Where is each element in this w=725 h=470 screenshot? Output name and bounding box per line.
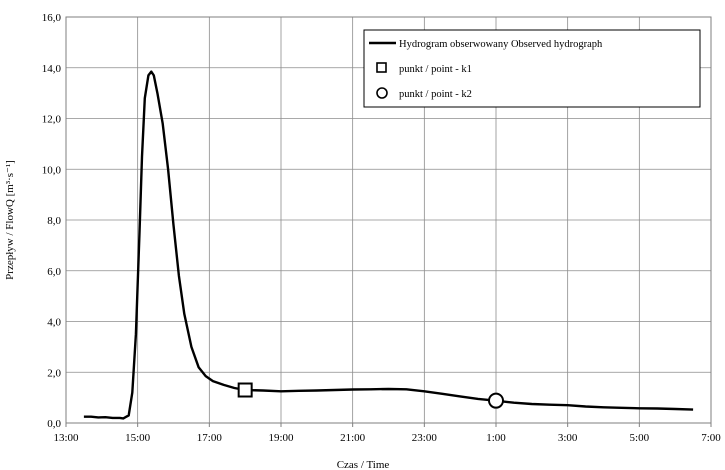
- x-tick-label: 5:00: [630, 432, 650, 444]
- y-tick-label: 0,0: [47, 418, 61, 430]
- x-axis-ticks: 13:00 15:00 17:00 19:00 21:00 23:00 1:00 3:00 5:…: [53, 423, 721, 444]
- marker-k1-square: [237, 382, 253, 398]
- x-axis-title: Czas / Time: [337, 459, 390, 470]
- x-tick-label: 3:00: [558, 432, 578, 444]
- legend-label-k1: punkt / point - k1: [399, 64, 472, 75]
- x-tick-label: 7:00: [701, 432, 721, 444]
- x-tick-label: 17:00: [197, 432, 223, 444]
- y-tick-label: 4,0: [47, 317, 61, 329]
- marker-k2-circle: [488, 392, 504, 409]
- legend-square-symbol: [376, 62, 387, 73]
- series-layer: [83, 70, 694, 420]
- legend-label-k2: punkt / point - k2: [399, 89, 472, 100]
- y-axis-ticks: 0,0 2,0 4,0 6,0 8,0 10,0 12,0 14,0 16,0: [42, 12, 62, 430]
- y-axis-title: Przepływ / FlowQ [m³·s⁻¹]: [4, 160, 16, 280]
- y-tick-label: 16,0: [42, 12, 62, 24]
- x-tick-label: 13:00: [53, 432, 79, 444]
- x-tick-label: 23:00: [412, 432, 438, 444]
- legend-label-hydrograph: Hydrogram obserwowany Observed hydrograp…: [399, 39, 603, 50]
- markers-layer: [237, 382, 504, 409]
- y-tick-label: 2,0: [47, 367, 61, 379]
- y-tick-label: 8,0: [47, 215, 61, 227]
- x-tick-label: 1:00: [486, 432, 506, 444]
- y-tick-label: 12,0: [42, 114, 62, 126]
- legend-box: [363, 29, 701, 108]
- x-tick-label: 15:00: [125, 432, 151, 444]
- plot-frame: [65, 16, 712, 424]
- x-tick-label: 21:00: [340, 432, 366, 444]
- legend-circle-symbol: [376, 87, 388, 99]
- y-tick-label: 14,0: [42, 63, 62, 75]
- y-tick-label: 6,0: [47, 266, 61, 278]
- x-tick-label: 19:00: [268, 432, 294, 444]
- legend: Hydrogram obserwowany Observed hydrograp…: [363, 29, 701, 108]
- y-tick-label: 10,0: [42, 164, 62, 176]
- hydrograph-series-line: [83, 70, 694, 420]
